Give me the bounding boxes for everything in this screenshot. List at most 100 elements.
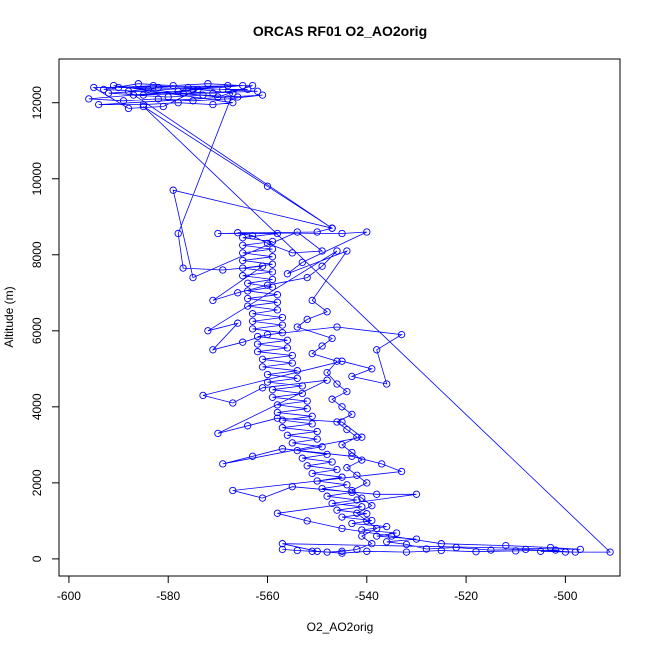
data-point <box>229 486 237 495</box>
data-point <box>293 367 301 375</box>
data-point <box>189 273 197 282</box>
data-point <box>258 355 267 363</box>
data-point <box>338 229 346 238</box>
data-point <box>229 399 237 407</box>
data-point <box>412 535 421 543</box>
data-point <box>234 319 242 327</box>
data-point <box>244 294 252 303</box>
data-point <box>224 81 232 90</box>
data-point <box>169 186 177 194</box>
data-point <box>308 420 316 428</box>
data-point <box>224 95 232 103</box>
data-point <box>248 81 257 90</box>
data-point <box>239 234 247 242</box>
data-point <box>348 448 356 457</box>
data-point <box>333 380 341 388</box>
data-point <box>323 308 331 316</box>
data-point <box>179 89 187 97</box>
data-point <box>338 547 346 555</box>
data-point <box>387 532 396 540</box>
data-point <box>253 340 262 348</box>
data-point <box>338 473 346 481</box>
data-point <box>353 509 361 517</box>
data-point <box>318 484 326 493</box>
data-point <box>278 424 287 432</box>
data-point <box>303 397 311 405</box>
data-point <box>333 357 341 365</box>
data-point <box>288 439 296 447</box>
data-point <box>348 488 356 497</box>
data-point <box>323 492 331 500</box>
series-line <box>88 83 612 554</box>
data-point <box>268 283 277 291</box>
data-point <box>353 545 361 554</box>
data-point <box>263 239 272 248</box>
data-point <box>239 264 247 272</box>
data-point <box>258 262 267 270</box>
data-point <box>268 253 277 261</box>
data-point <box>209 346 217 354</box>
x-tick-label: -580 <box>156 589 180 603</box>
plot-frame <box>58 58 621 577</box>
data-point <box>244 287 252 295</box>
data-point <box>502 541 510 550</box>
data-point <box>253 332 262 341</box>
data-point <box>219 85 227 94</box>
data-point <box>338 549 346 557</box>
data-point <box>373 524 381 533</box>
data-point <box>293 446 301 455</box>
x-tick-label: -560 <box>255 589 279 603</box>
data-point <box>263 182 272 190</box>
data-point <box>139 100 148 109</box>
data-point <box>298 258 306 267</box>
data-point <box>268 393 277 401</box>
data-point <box>343 247 351 255</box>
x-tick-label: -520 <box>454 589 478 603</box>
y-tick-label: 10000 <box>30 162 44 196</box>
y-tick-label: 4000 <box>30 393 44 420</box>
data-point <box>303 405 311 413</box>
data-point <box>412 490 421 498</box>
data-point <box>561 548 570 556</box>
y-axis: 0 2000 4000 6000 8000 10000 12000 <box>30 86 60 562</box>
data-point <box>219 266 227 274</box>
data-point <box>219 460 227 468</box>
data-point <box>273 401 282 409</box>
data-point <box>313 435 321 443</box>
data-point <box>363 510 371 518</box>
data-point <box>273 298 282 306</box>
data-point <box>278 445 287 453</box>
data-point <box>606 548 614 556</box>
data-point <box>338 441 346 449</box>
data-point <box>363 547 371 555</box>
data-point <box>522 545 530 554</box>
data-point <box>358 456 366 464</box>
data-point <box>343 464 351 472</box>
data-point <box>214 229 222 238</box>
data-point <box>338 524 346 533</box>
data-point <box>383 522 391 531</box>
data-point <box>343 387 351 396</box>
data-point <box>293 374 301 382</box>
data-point <box>323 450 331 459</box>
data-point <box>144 85 153 94</box>
data-point <box>328 334 336 343</box>
data-point <box>308 547 316 555</box>
data-point <box>288 249 296 257</box>
data-point <box>229 89 237 97</box>
data-point <box>263 281 272 289</box>
data-point <box>149 81 157 90</box>
data-point <box>268 260 277 268</box>
data-point <box>397 467 406 476</box>
data-point <box>174 87 182 95</box>
data-point <box>512 547 520 555</box>
data-point <box>293 228 301 236</box>
data-point <box>303 462 311 470</box>
x-tick-label: -600 <box>57 589 81 603</box>
data-point <box>119 97 128 105</box>
data-point <box>278 321 287 329</box>
data-point <box>139 102 148 111</box>
data-point <box>298 389 306 398</box>
